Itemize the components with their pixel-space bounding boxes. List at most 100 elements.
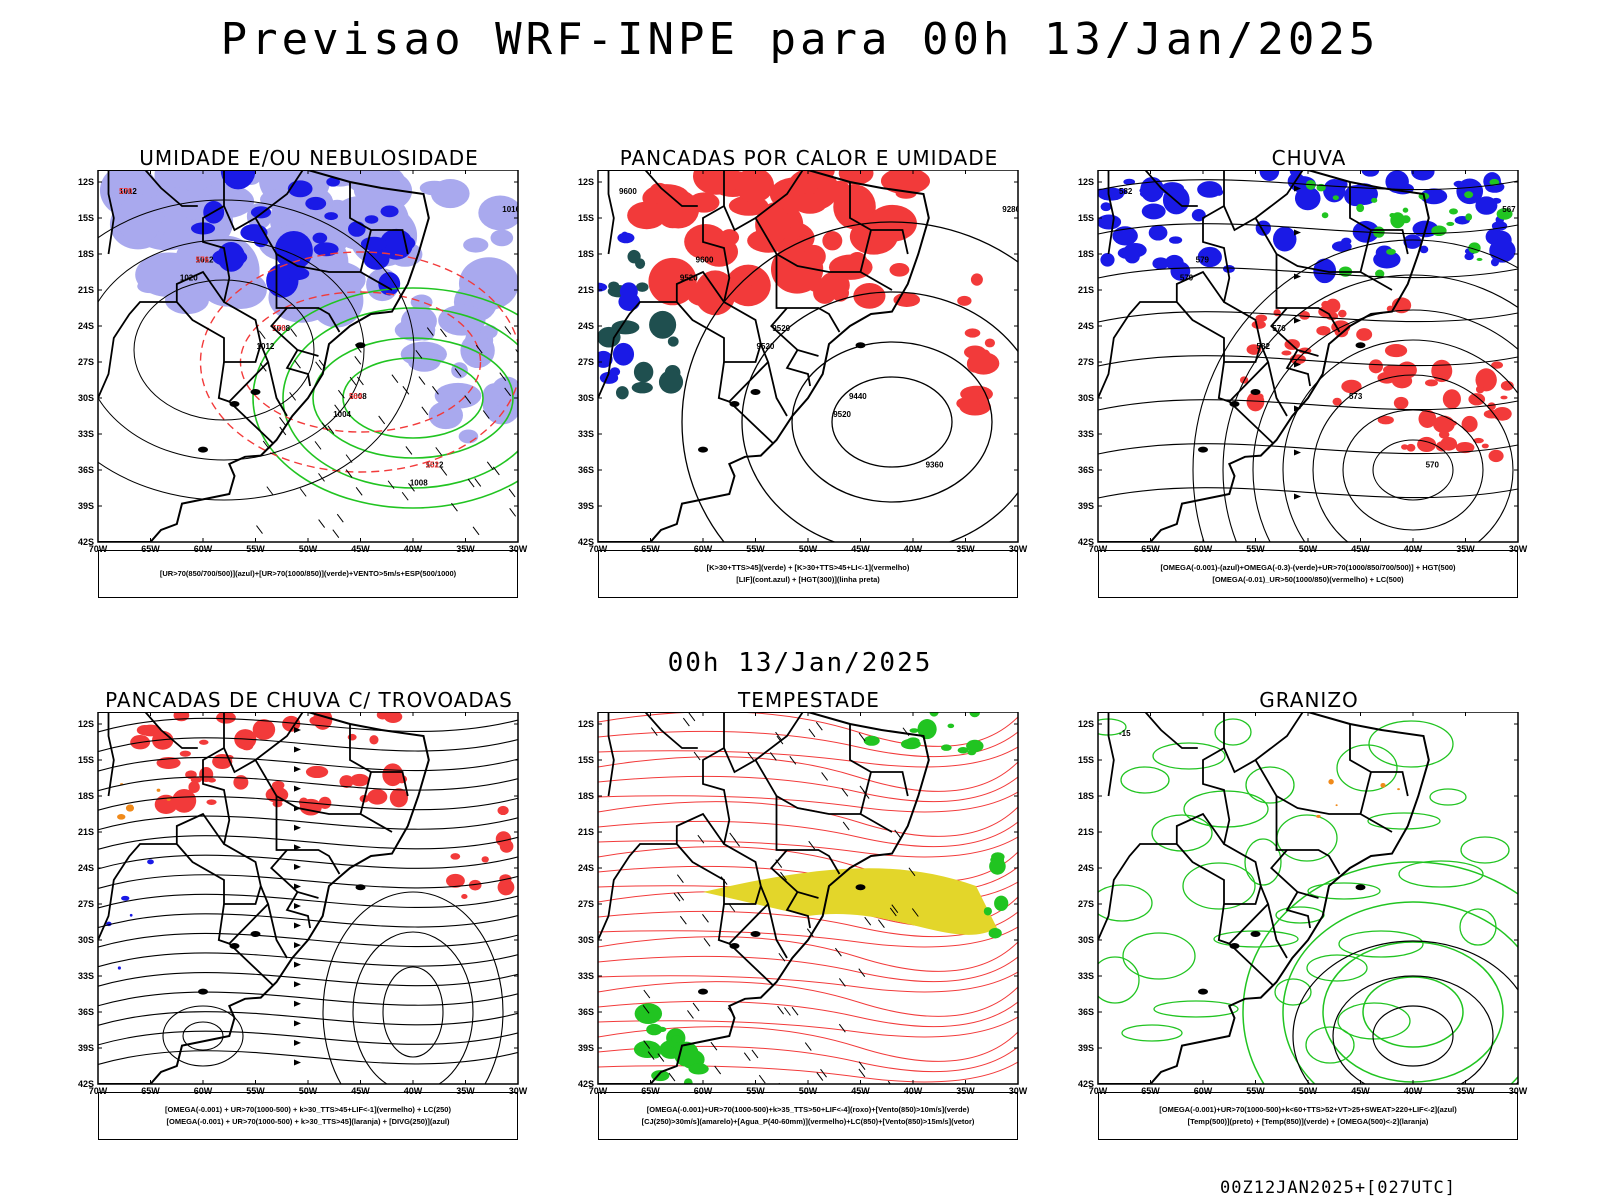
temp850-contour bbox=[1368, 720, 1454, 768]
stream-arrow bbox=[294, 785, 301, 792]
wind-vector bbox=[891, 904, 899, 913]
contour-value-label: 582 bbox=[1119, 187, 1133, 196]
wind-vector bbox=[777, 1005, 784, 1015]
field-shading bbox=[1419, 245, 1429, 254]
contour-value-label: 9440 bbox=[849, 392, 867, 401]
field-shading bbox=[414, 325, 435, 341]
field-shading bbox=[497, 879, 515, 896]
lat-tick-label: 30S bbox=[1078, 393, 1094, 403]
lat-tick-label: 12S bbox=[78, 719, 94, 729]
field-shading bbox=[188, 781, 200, 793]
lat-tick-label: 15S bbox=[1078, 213, 1094, 223]
field-shading bbox=[347, 733, 357, 741]
temp850-contour bbox=[1151, 814, 1213, 852]
streamline bbox=[98, 1050, 518, 1065]
state-border bbox=[767, 903, 788, 959]
wind-vector bbox=[345, 454, 353, 463]
lon-tick-label: 50W bbox=[299, 1086, 318, 1096]
wind-vector bbox=[472, 526, 480, 536]
field-shading bbox=[1449, 208, 1458, 215]
field-shading bbox=[339, 775, 354, 788]
field-shading bbox=[1434, 226, 1447, 235]
field-shading bbox=[117, 966, 121, 970]
field-shading bbox=[490, 229, 514, 247]
contour-line bbox=[252, 287, 518, 509]
lon-tick-label: 65W bbox=[641, 1086, 660, 1096]
field-shading bbox=[1100, 252, 1115, 267]
contour-value-label: 9600 bbox=[696, 255, 714, 264]
field-shading bbox=[463, 237, 489, 253]
state-border bbox=[859, 229, 872, 273]
lat-tick-label: 18S bbox=[1078, 791, 1094, 801]
lon-tick-label: 45W bbox=[1351, 544, 1370, 554]
field-shading bbox=[1468, 242, 1481, 254]
contour-line bbox=[199, 251, 518, 473]
pwater-contour bbox=[598, 820, 1018, 848]
state-border bbox=[254, 759, 393, 833]
wind-vector bbox=[816, 1072, 824, 1081]
stream-arrow bbox=[1294, 317, 1301, 324]
field-shading bbox=[627, 249, 641, 264]
wind-vector bbox=[387, 480, 395, 490]
field-shading bbox=[450, 853, 461, 860]
field-shading bbox=[667, 336, 679, 347]
lon-tick-label: 35W bbox=[1456, 1086, 1475, 1096]
map-frame bbox=[597, 170, 1019, 543]
stream-arrow bbox=[1294, 361, 1301, 368]
field-shading bbox=[367, 789, 388, 805]
field-shading bbox=[287, 180, 313, 198]
temp850-contour bbox=[1305, 1026, 1355, 1064]
state-border bbox=[775, 796, 841, 875]
field-shading bbox=[1152, 257, 1170, 270]
lake-marker bbox=[1250, 389, 1261, 395]
lon-tick-label: 55W bbox=[246, 544, 265, 554]
field-shading bbox=[1321, 212, 1329, 219]
field-shading bbox=[360, 236, 388, 251]
contour-value-label: 1012 bbox=[119, 187, 137, 196]
field-shading bbox=[1123, 178, 1136, 185]
field-shading bbox=[305, 196, 327, 211]
lat-tick-label: 27S bbox=[1078, 357, 1094, 367]
wind-vector bbox=[321, 422, 329, 432]
lat-tick-label: 27S bbox=[578, 357, 594, 367]
field-shading bbox=[673, 1041, 699, 1067]
lake-marker bbox=[750, 931, 761, 937]
state-border bbox=[1175, 812, 1262, 905]
field-shading bbox=[829, 180, 851, 202]
lat-tick-label: 24S bbox=[78, 863, 94, 873]
state-border bbox=[607, 170, 615, 255]
wind-vector bbox=[289, 392, 297, 401]
pwater-contour bbox=[598, 801, 1018, 837]
streamline bbox=[98, 1011, 518, 1026]
state-border bbox=[270, 307, 319, 357]
wind-vector bbox=[710, 1041, 718, 1051]
state-border bbox=[359, 229, 372, 273]
field-shading bbox=[635, 282, 649, 292]
field-shading bbox=[813, 281, 837, 304]
state-border bbox=[285, 349, 311, 387]
field-shading bbox=[1197, 246, 1222, 268]
lat-tick-label: 39S bbox=[78, 501, 94, 511]
lat-tick-label: 24S bbox=[578, 863, 594, 873]
lon-tick-label: 65W bbox=[1141, 544, 1160, 554]
stream-arrow bbox=[294, 1039, 301, 1046]
field-shading bbox=[1468, 393, 1486, 406]
temp850-contour bbox=[1182, 862, 1256, 910]
temp850-contour bbox=[1276, 814, 1338, 862]
wind-vector bbox=[647, 1051, 655, 1060]
contour-value-label: 1012 bbox=[257, 342, 275, 351]
field-shading bbox=[326, 177, 340, 187]
field-shading bbox=[1112, 226, 1138, 246]
lon-tick-label: 70W bbox=[89, 544, 108, 554]
temp850-contour bbox=[1460, 836, 1510, 864]
lon-tick-label: 35W bbox=[456, 1086, 475, 1096]
state-border bbox=[107, 170, 115, 255]
lake-marker bbox=[198, 446, 208, 453]
temp850-contour bbox=[1274, 978, 1312, 1006]
lat-tick-label: 39S bbox=[578, 1043, 594, 1053]
lat-tick-label: 12S bbox=[578, 719, 594, 729]
lat-tick-label: 15S bbox=[578, 755, 594, 765]
field-shading bbox=[318, 796, 332, 809]
lake-marker bbox=[355, 342, 366, 349]
pwater-contour bbox=[598, 936, 1018, 972]
